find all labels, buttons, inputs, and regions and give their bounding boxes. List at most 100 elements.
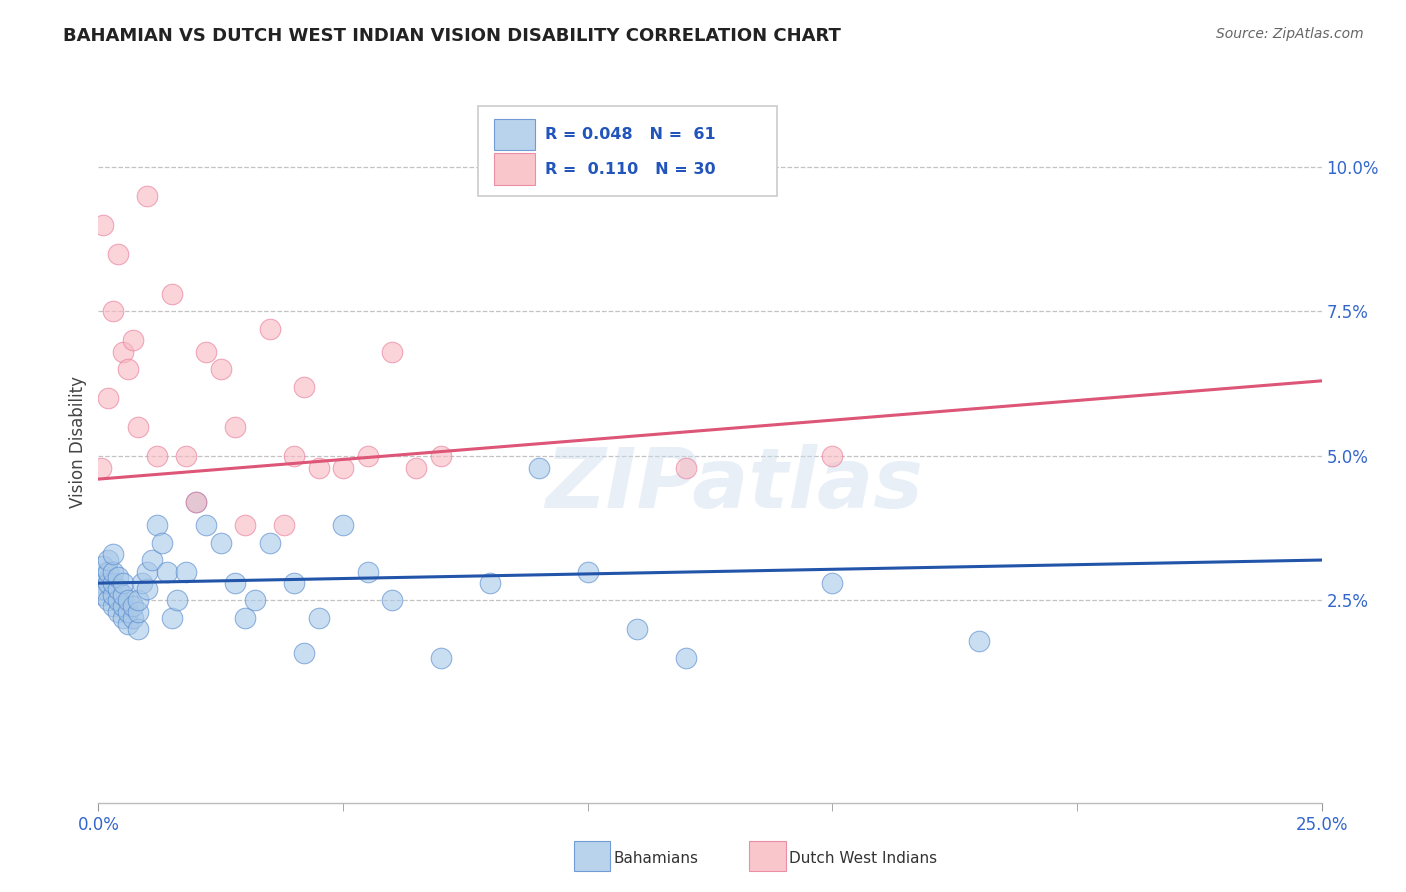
Point (146, 449, 169, 463)
Point (111, 345, 134, 359)
Point (91, 570, 114, 584)
Point (195, 518, 218, 533)
Point (146, 518, 169, 533)
Point (292, 379, 315, 393)
Point (136, 565, 159, 579)
Point (121, 611, 143, 625)
Point (332, 460, 354, 475)
Point (478, 576, 501, 591)
Point (117, 616, 139, 631)
Point (136, 582, 159, 596)
Point (308, 611, 330, 625)
Point (127, 593, 149, 607)
Point (91, 588, 114, 602)
Point (283, 449, 305, 463)
Text: ZIPatlas: ZIPatlas (546, 444, 924, 525)
Point (195, 345, 218, 359)
Point (233, 611, 256, 625)
Point (127, 623, 149, 637)
Point (160, 287, 183, 301)
Point (405, 460, 427, 475)
Text: R = 0.048   N =  61: R = 0.048 N = 61 (546, 127, 716, 142)
Text: Dutch West Indians: Dutch West Indians (789, 851, 936, 865)
Point (121, 599, 143, 614)
Point (209, 362, 232, 376)
Point (576, 565, 599, 579)
Point (166, 593, 188, 607)
Point (430, 651, 453, 665)
Point (101, 576, 124, 591)
Point (91, 218, 114, 232)
Text: Source: ZipAtlas.com: Source: ZipAtlas.com (1216, 27, 1364, 41)
FancyBboxPatch shape (494, 119, 536, 151)
FancyBboxPatch shape (478, 105, 778, 196)
Point (136, 189, 159, 203)
Point (127, 420, 149, 434)
Point (259, 322, 281, 336)
Point (821, 576, 844, 591)
Point (97, 391, 120, 405)
Point (117, 593, 139, 607)
Point (356, 449, 378, 463)
Point (430, 449, 453, 463)
Point (259, 535, 281, 549)
Text: BAHAMIAN VS DUTCH WEST INDIAN VISION DISABILITY CORRELATION CHART: BAHAMIAN VS DUTCH WEST INDIAN VISION DIS… (63, 27, 841, 45)
Point (176, 449, 198, 463)
Point (527, 460, 550, 475)
Point (107, 246, 129, 260)
Point (107, 593, 129, 607)
Point (111, 588, 134, 602)
Text: Bahamians: Bahamians (613, 851, 697, 865)
Point (90, 460, 112, 475)
Point (127, 605, 149, 619)
Point (111, 599, 134, 614)
Point (186, 495, 208, 509)
Point (97, 565, 120, 579)
Point (243, 593, 266, 607)
Point (176, 565, 198, 579)
Point (121, 334, 143, 348)
Point (101, 547, 124, 561)
Point (111, 611, 134, 625)
Point (111, 576, 134, 591)
Point (101, 588, 124, 602)
Point (117, 605, 139, 619)
Point (308, 460, 330, 475)
Point (141, 553, 163, 567)
Text: R =  0.110   N = 30: R = 0.110 N = 30 (546, 161, 716, 177)
Point (150, 535, 173, 549)
Point (356, 565, 378, 579)
Point (97, 553, 120, 567)
Point (381, 345, 404, 359)
Point (131, 576, 153, 591)
Point (156, 565, 179, 579)
Point (233, 518, 256, 533)
Point (381, 593, 404, 607)
Point (97, 576, 120, 591)
Point (292, 646, 315, 660)
Point (107, 605, 129, 619)
Point (107, 570, 129, 584)
Point (675, 651, 697, 665)
Point (101, 599, 124, 614)
Point (283, 576, 305, 591)
Point (107, 582, 129, 596)
Point (821, 449, 844, 463)
Point (160, 611, 183, 625)
Point (97, 593, 120, 607)
Point (224, 420, 246, 434)
Point (101, 304, 124, 318)
Point (224, 576, 246, 591)
Y-axis label: Vision Disability: Vision Disability (69, 376, 87, 508)
Point (273, 518, 295, 533)
Point (91, 558, 114, 573)
Point (91, 582, 114, 596)
Point (186, 495, 208, 509)
Point (117, 362, 139, 376)
Point (332, 518, 354, 533)
Point (101, 565, 124, 579)
FancyBboxPatch shape (494, 153, 536, 185)
Point (626, 623, 648, 637)
Point (209, 535, 232, 549)
Point (967, 634, 990, 648)
